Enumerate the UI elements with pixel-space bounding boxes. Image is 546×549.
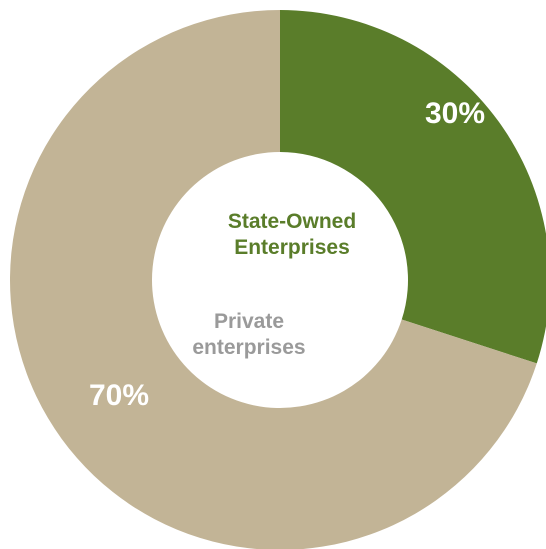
slice-name-line-0-1: Enterprises xyxy=(234,236,350,259)
slice-value-label-0: 30% xyxy=(425,97,485,130)
slice-name-line-1-0: Private xyxy=(214,310,284,333)
slice-0 xyxy=(280,10,546,364)
slice-1 xyxy=(10,10,537,549)
slice-name-label-1: Private enterprises xyxy=(192,310,305,359)
slice-name-label-0: State-Owned Enterprises xyxy=(228,210,356,259)
slice-name-line-1-1: enterprises xyxy=(192,336,305,359)
slice-name-line-0-0: State-Owned xyxy=(228,210,356,233)
slice-value-label-1: 70% xyxy=(89,379,149,412)
